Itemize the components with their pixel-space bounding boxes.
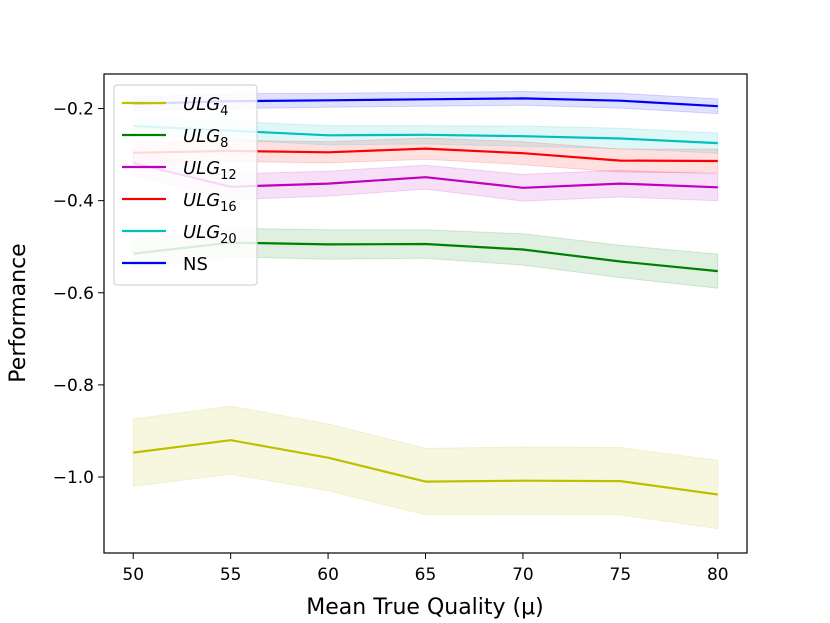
x-tick-label: 75	[610, 565, 632, 585]
legend-label: ULG12	[183, 158, 237, 183]
legend-item-ulg12: ULG12	[122, 158, 237, 183]
band-ulg16	[132, 137, 719, 174]
band-ulg4	[132, 405, 719, 530]
line-ulg4	[133, 439, 718, 496]
band-ulg12	[132, 149, 719, 202]
y-tick-label: −0.4	[53, 192, 94, 212]
y-tick-label: −0.2	[53, 100, 94, 120]
y-axis-label: Performance	[6, 243, 31, 382]
legend-label: ULG16	[183, 190, 237, 215]
legend-item-ulg16: ULG16	[122, 190, 237, 215]
legend-label: NS	[183, 254, 208, 275]
legend-item-ulg20: ULG20	[122, 222, 237, 247]
y-tick-label: −0.6	[53, 284, 94, 304]
legend-item-ulg8: ULG8	[122, 126, 228, 151]
legend-item-ulg4: ULG4	[122, 94, 228, 119]
legend-label: ULG4	[183, 94, 228, 119]
x-tick-label: 50	[122, 565, 144, 585]
x-tick-label: 65	[415, 565, 437, 585]
legend: ULG4 ULG8 ULG12 ULG16 ULG20 NS	[113, 84, 258, 286]
legend-label: ULG8	[183, 126, 228, 151]
legend-item-ns: NS	[122, 254, 208, 275]
x-tick-label: 80	[707, 565, 729, 585]
legend-label: ULG20	[183, 222, 237, 247]
y-tick-label: −0.8	[53, 376, 94, 396]
x-axis-ticks: 50 55 60 65 70 75 80	[122, 553, 729, 585]
x-tick-label: 55	[220, 565, 242, 585]
y-axis-ticks: −0.2 −0.4 −0.6 −0.8 −1.0	[53, 100, 104, 488]
x-axis-label: Mean True Quality (μ)	[306, 595, 543, 620]
band-ns	[132, 90, 719, 115]
y-tick-label: −1.0	[53, 468, 94, 488]
x-tick-label: 60	[317, 565, 339, 585]
x-tick-label: 70	[512, 565, 534, 585]
